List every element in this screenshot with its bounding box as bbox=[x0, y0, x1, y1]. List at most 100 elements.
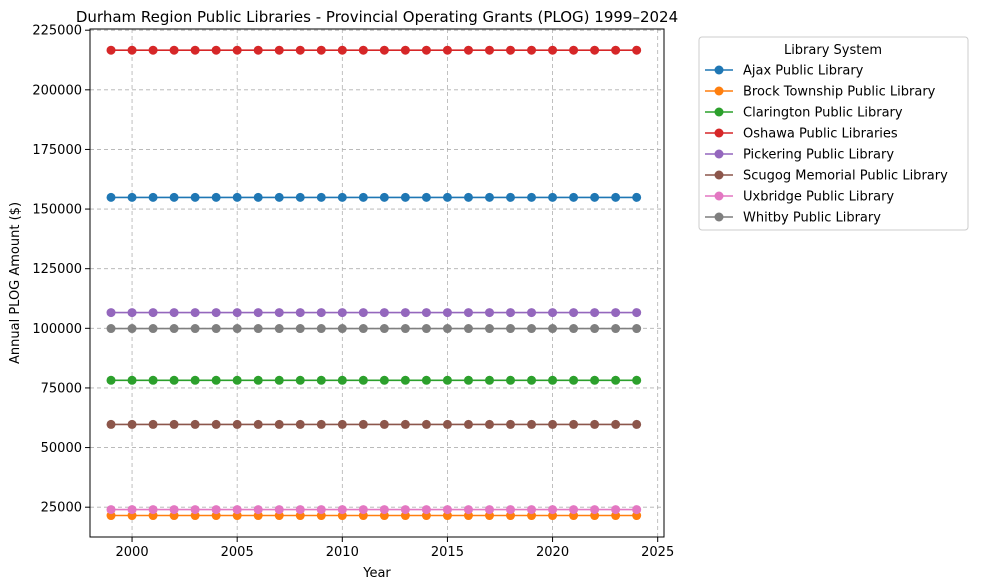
legend-label: Uxbridge Public Library bbox=[743, 190, 894, 205]
data-point bbox=[442, 308, 452, 318]
legend-label: Oshawa Public Libraries bbox=[743, 127, 898, 142]
data-point bbox=[253, 419, 263, 429]
data-point bbox=[484, 419, 494, 429]
data-point bbox=[148, 45, 158, 55]
data-point bbox=[400, 419, 410, 429]
legend-items: Ajax Public Library Brock Township Public… bbox=[705, 64, 948, 226]
data-point bbox=[232, 45, 242, 55]
data-point bbox=[190, 308, 200, 318]
data-point bbox=[337, 308, 347, 318]
legend-item: Ajax Public Library bbox=[705, 64, 864, 79]
data-point bbox=[548, 419, 558, 429]
data-point bbox=[274, 45, 284, 55]
data-point bbox=[527, 505, 537, 515]
data-point bbox=[253, 45, 263, 55]
data-point bbox=[337, 192, 347, 202]
data-point bbox=[337, 45, 347, 55]
data-point bbox=[590, 324, 600, 334]
data-point bbox=[106, 419, 116, 429]
y-tick-label: 50000 bbox=[41, 441, 82, 456]
data-point bbox=[169, 308, 179, 318]
legend-label: Whitby Public Library bbox=[743, 211, 881, 226]
legend: Library System Ajax Public Library Brock … bbox=[698, 36, 969, 231]
data-point bbox=[253, 308, 263, 318]
data-point bbox=[379, 45, 389, 55]
data-point bbox=[527, 419, 537, 429]
y-tick-label: 150000 bbox=[32, 203, 82, 218]
data-point bbox=[400, 192, 410, 202]
data-point bbox=[400, 308, 410, 318]
data-point bbox=[569, 308, 579, 318]
data-point bbox=[148, 505, 158, 515]
data-point bbox=[316, 324, 326, 334]
data-point bbox=[506, 419, 516, 429]
x-tick-label: 2025 bbox=[641, 545, 674, 560]
data-point bbox=[253, 505, 263, 515]
series bbox=[106, 505, 642, 515]
data-point bbox=[379, 505, 389, 515]
legend-marker bbox=[714, 170, 724, 180]
data-point bbox=[421, 324, 431, 334]
data-point bbox=[190, 375, 200, 385]
data-point bbox=[442, 192, 452, 202]
data-point bbox=[400, 324, 410, 334]
legend-label: Pickering Public Library bbox=[743, 148, 894, 163]
data-point bbox=[506, 375, 516, 385]
x-tick-label: 2010 bbox=[326, 545, 359, 560]
y-tick-label: 125000 bbox=[32, 262, 82, 277]
data-point bbox=[611, 375, 621, 385]
data-point bbox=[295, 419, 305, 429]
legend-item: Brock Township Public Library bbox=[705, 85, 936, 100]
data-point bbox=[421, 505, 431, 515]
data-point bbox=[358, 45, 368, 55]
data-point bbox=[590, 308, 600, 318]
data-point bbox=[190, 419, 200, 429]
data-point bbox=[274, 375, 284, 385]
data-point bbox=[527, 308, 537, 318]
series bbox=[106, 419, 642, 429]
data-point bbox=[358, 192, 368, 202]
data-point bbox=[169, 505, 179, 515]
data-point bbox=[484, 324, 494, 334]
data-point bbox=[316, 419, 326, 429]
legend-item: Scugog Memorial Public Library bbox=[705, 169, 948, 184]
data-point bbox=[211, 192, 221, 202]
data-point bbox=[590, 45, 600, 55]
y-tick-label: 25000 bbox=[41, 501, 82, 516]
data-point bbox=[632, 505, 642, 515]
data-point bbox=[169, 192, 179, 202]
data-point bbox=[127, 308, 137, 318]
data-point bbox=[611, 324, 621, 334]
data-point bbox=[232, 375, 242, 385]
data-point bbox=[421, 419, 431, 429]
data-point bbox=[506, 324, 516, 334]
data-point bbox=[506, 45, 516, 55]
data-point bbox=[632, 375, 642, 385]
data-point bbox=[569, 375, 579, 385]
data-point bbox=[169, 45, 179, 55]
data-point bbox=[400, 45, 410, 55]
y-tick-label: 225000 bbox=[32, 24, 82, 39]
series-lines bbox=[106, 45, 642, 521]
data-point bbox=[358, 419, 368, 429]
data-point bbox=[211, 419, 221, 429]
legend-item: Oshawa Public Libraries bbox=[705, 127, 898, 142]
data-point bbox=[632, 308, 642, 318]
data-point bbox=[148, 308, 158, 318]
legend-label: Ajax Public Library bbox=[743, 64, 864, 79]
data-point bbox=[379, 419, 389, 429]
data-point bbox=[232, 419, 242, 429]
data-point bbox=[548, 324, 558, 334]
data-point bbox=[379, 375, 389, 385]
data-point bbox=[463, 419, 473, 429]
data-point bbox=[148, 192, 158, 202]
data-point bbox=[484, 505, 494, 515]
data-point bbox=[484, 375, 494, 385]
y-axis-ticks: 25000 50000 75000 100000 125000 150000 175000 2… bbox=[32, 24, 90, 516]
y-axis-label: Annual PLOG Amount ($) bbox=[8, 202, 23, 364]
data-point bbox=[295, 324, 305, 334]
y-tick-label: 75000 bbox=[41, 381, 82, 396]
data-point bbox=[316, 308, 326, 318]
data-point bbox=[421, 308, 431, 318]
data-point bbox=[442, 45, 452, 55]
